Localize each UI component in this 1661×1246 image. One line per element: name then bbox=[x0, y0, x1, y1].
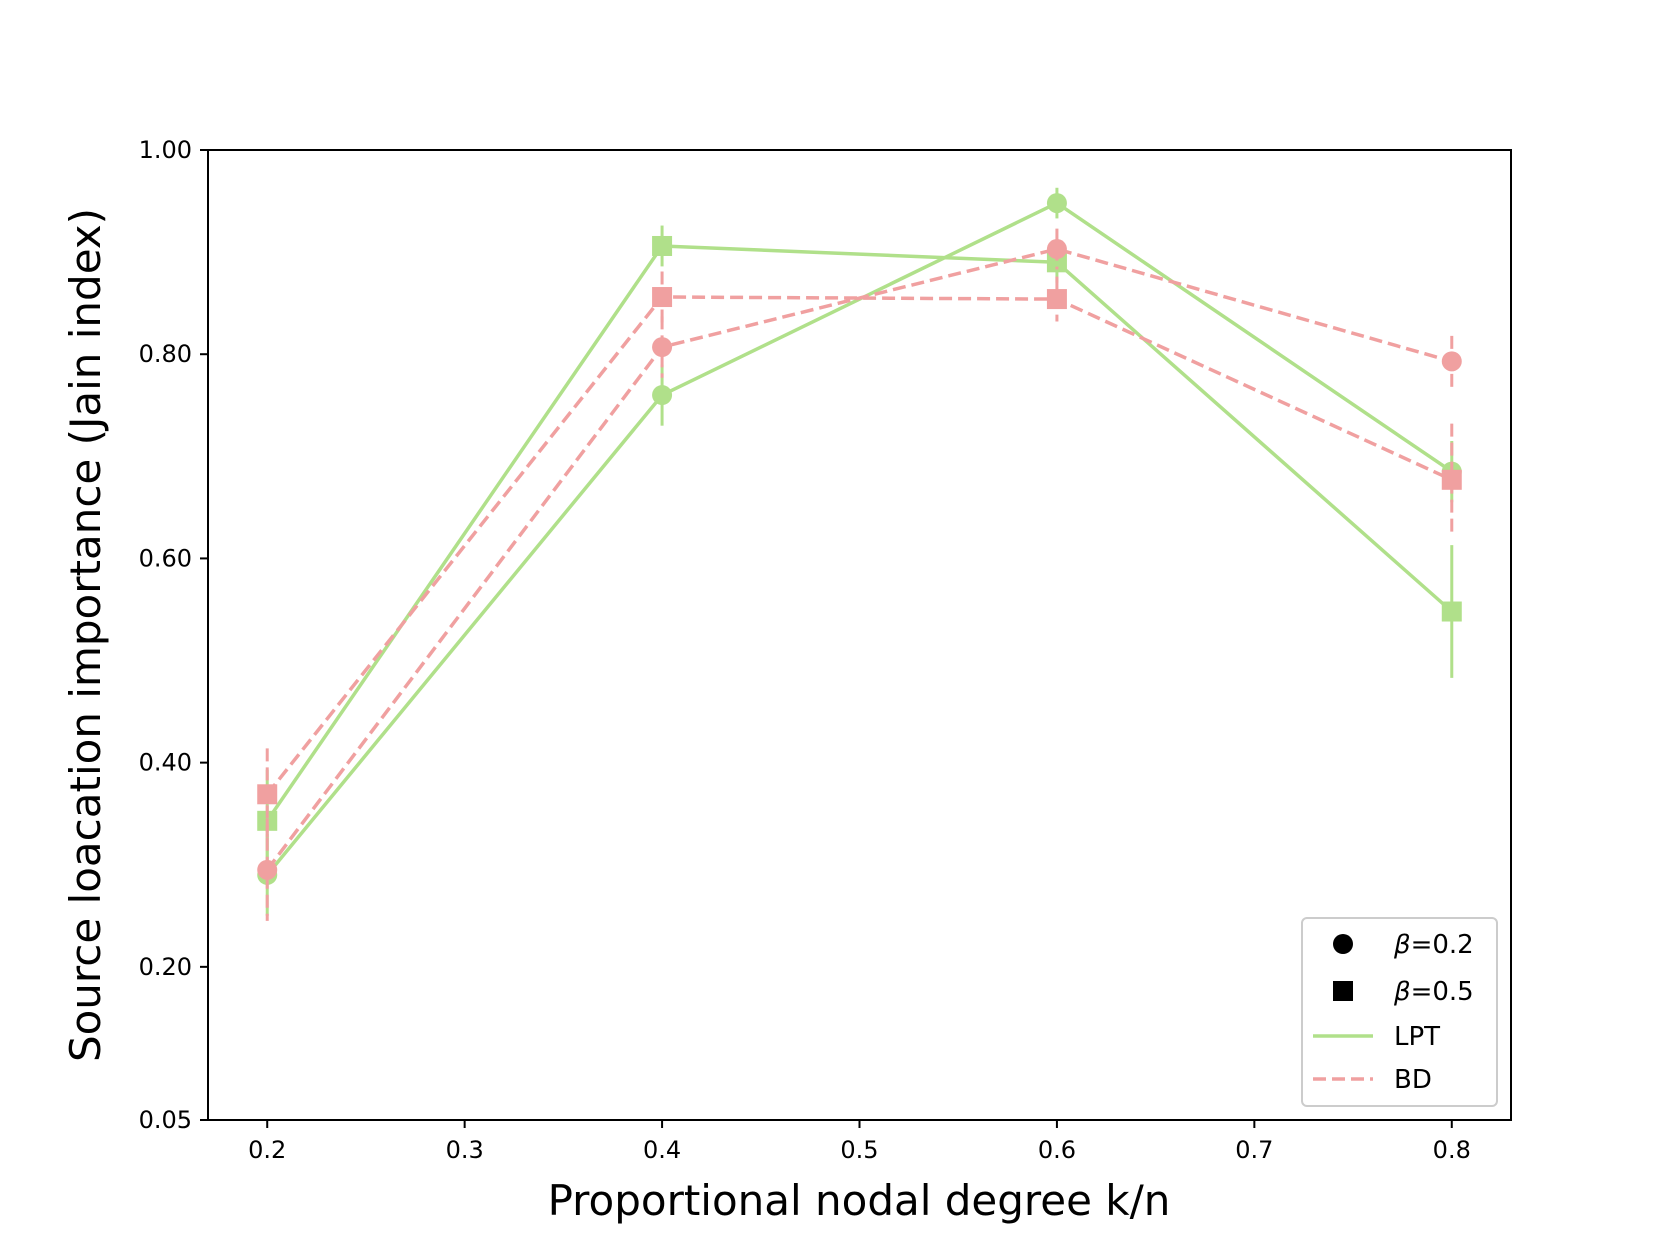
x-tick-label: 0.8 bbox=[1433, 1136, 1471, 1164]
legend-label-beta-0.5: =0.5 bbox=[1411, 977, 1474, 1007]
data-point-square bbox=[257, 784, 278, 805]
legend-label-beta-0.2: =0.2 bbox=[1411, 930, 1474, 960]
x-tick-label: 0.2 bbox=[248, 1136, 286, 1164]
legend-beta-symbol: β bbox=[1393, 977, 1411, 1007]
data-point-circle bbox=[1046, 239, 1067, 260]
data-point-circle bbox=[257, 859, 278, 880]
series-line-bd-beta-0.5 bbox=[265, 295, 1453, 796]
x-axis: 0.2 0.3 0.4 0.5 0.6 0.7 0.8 bbox=[248, 1120, 1471, 1164]
series-bd-beta-0.5 bbox=[257, 271, 1462, 841]
data-point-circle bbox=[652, 385, 673, 406]
data-point-circle bbox=[652, 337, 673, 358]
legend-label-bd: BD bbox=[1394, 1065, 1432, 1095]
legend-box bbox=[1301, 917, 1498, 1107]
data-point-circle bbox=[1046, 193, 1067, 214]
series-lpt-beta-0.5 bbox=[257, 225, 1462, 872]
series-line-lpt-beta-0.5 bbox=[265, 244, 1453, 822]
svg-text:β=0.2: β=0.2 bbox=[1393, 930, 1474, 960]
x-tick-label: 0.6 bbox=[1038, 1136, 1076, 1164]
x-tick-label: 0.5 bbox=[840, 1136, 878, 1164]
data-point-square bbox=[1441, 601, 1462, 622]
x-tick-label: 0.4 bbox=[643, 1136, 681, 1164]
y-axis-title: Source loacation importance (Jain index) bbox=[61, 208, 110, 1062]
series-bd-beta-0.2 bbox=[257, 228, 1462, 921]
series-line-lpt-beta-0.2 bbox=[265, 201, 1453, 877]
y-tick-label: 0.40 bbox=[139, 749, 192, 777]
y-tick-label: 1.00 bbox=[139, 136, 192, 164]
y-axis: 0.05 0.20 0.40 0.60 0.80 1.00 bbox=[139, 136, 208, 1134]
legend-label-lpt: LPT bbox=[1394, 1022, 1440, 1052]
data-point-square bbox=[652, 235, 673, 256]
legend-circle-marker bbox=[1333, 934, 1353, 954]
legend-beta-symbol: β bbox=[1393, 930, 1411, 960]
data-point-square bbox=[1046, 289, 1067, 310]
y-tick-label: 0.20 bbox=[139, 953, 192, 981]
series-line-bd-beta-0.2 bbox=[265, 247, 1453, 871]
data-point-circle bbox=[1441, 351, 1462, 372]
data-point-square bbox=[1441, 469, 1462, 490]
x-axis-title: Proportional nodal degree k/n bbox=[548, 1176, 1171, 1225]
x-tick-label: 0.7 bbox=[1235, 1136, 1273, 1164]
legend: β=0.2 β=0.5 LPT BD bbox=[1301, 917, 1498, 1107]
y-tick-label: 0.60 bbox=[139, 544, 192, 572]
legend-square-marker bbox=[1333, 981, 1353, 1001]
svg-text:β=0.5: β=0.5 bbox=[1393, 977, 1474, 1007]
series-layer bbox=[257, 187, 1462, 921]
y-tick-label: 0.05 bbox=[139, 1106, 192, 1134]
data-point-square bbox=[652, 287, 673, 308]
x-tick-label: 0.3 bbox=[446, 1136, 484, 1164]
y-tick-label: 0.80 bbox=[139, 340, 192, 368]
